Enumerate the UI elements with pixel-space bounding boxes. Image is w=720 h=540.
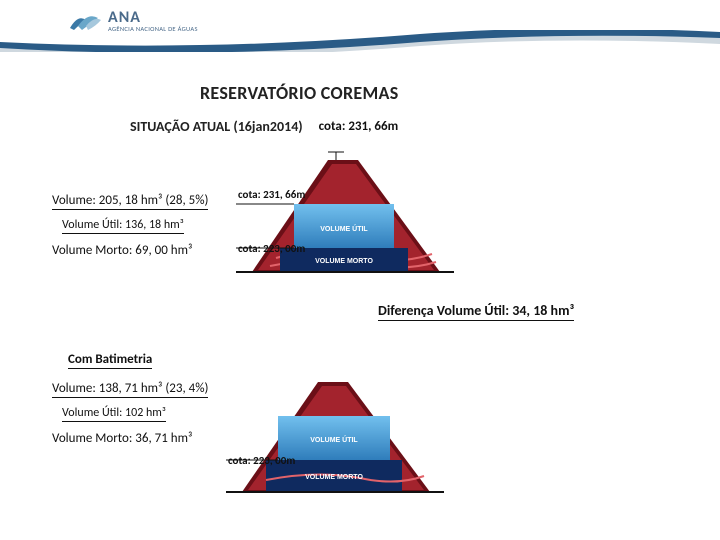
- s2-cota-lower: cota: 223, 00m: [228, 454, 295, 467]
- s1-cota-lower: cota: 223, 00m: [238, 242, 305, 255]
- s2-volume-util: Volume Útil: 102 hm³: [62, 406, 166, 422]
- difference-label: Diferença Volume Útil: 34, 18 hm³: [378, 302, 574, 321]
- header: ANA AGÊNCIA NACIONAL DE ÁGUAS: [0, 0, 720, 56]
- logo-name: ANA: [108, 10, 198, 26]
- s1-cota-upper: cota: 231, 66m: [238, 188, 305, 201]
- s1-volume-morto: Volume Morto: 69, 00 hm³: [52, 243, 192, 258]
- svg-text:VOLUME ÚTIL: VOLUME ÚTIL: [320, 224, 368, 233]
- s1-volume-util: Volume Útil: 136, 18 hm³: [62, 218, 184, 234]
- com-batimetria-label: Com Batimetria: [68, 352, 152, 369]
- situation-label: SITUAÇÃO ATUAL (16jan2014): [130, 118, 303, 135]
- s2-volume-morto: Volume Morto: 36, 71 hm³: [52, 431, 192, 446]
- page-title: RESERVATÓRIO COREMAS: [200, 82, 399, 104]
- subtitle-row: SITUAÇÃO ATUAL (16jan2014) cota: 231, 66…: [130, 118, 398, 135]
- svg-text:VOLUME MORTO: VOLUME MORTO: [315, 258, 373, 265]
- reservoir-2-svg: VOLUME ÚTIL VOLUME MORTO: [226, 380, 444, 508]
- s2-volume: Volume: 138, 71 hm³ (23, 4%): [52, 381, 208, 398]
- header-swoosh: [0, 30, 720, 52]
- svg-text:VOLUME ÚTIL: VOLUME ÚTIL: [310, 435, 358, 444]
- reservoir-diagram-1: cota: 231, 66m cota: 223, 00m VOLUME ÚTI…: [236, 148, 454, 276]
- svg-text:VOLUME MORTO: VOLUME MORTO: [305, 474, 363, 481]
- section-2-values: Volume: 138, 71 hm³ (23, 4%) Volume Útil…: [52, 378, 208, 447]
- cota-top-label: cota: 231, 66m: [319, 119, 399, 134]
- reservoir-diagram-2: cota: 223, 00m VOLUME ÚTIL VOLUME MORTO: [226, 380, 444, 508]
- s1-volume: Volume: 205, 18 hm³ (28, 5%): [52, 193, 208, 210]
- section-1-values: Volume: 205, 18 hm³ (28, 5%) Volume Útil…: [52, 190, 208, 259]
- reservoir-1-svg: VOLUME ÚTIL VOLUME MORTO: [236, 148, 454, 276]
